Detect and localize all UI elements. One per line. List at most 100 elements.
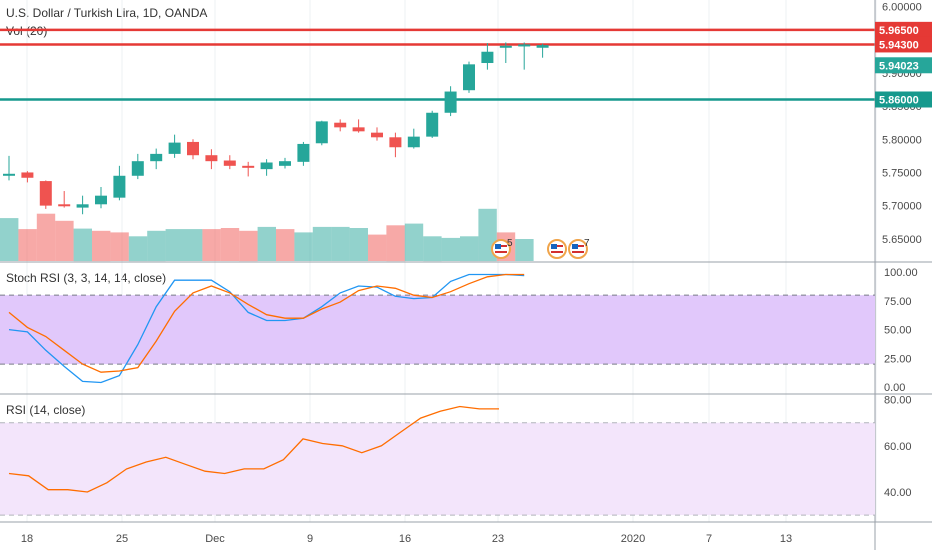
candle-body — [223, 160, 236, 166]
candle-body — [481, 51, 494, 64]
candle-body — [260, 162, 273, 170]
us-flag-icon — [568, 239, 588, 259]
candle-body — [352, 127, 365, 132]
stoch-tick-label: 25.00 — [884, 353, 912, 365]
rsi-tick-label: 40.00 — [884, 487, 912, 499]
candle-body — [444, 91, 457, 113]
candle-body — [150, 153, 163, 162]
volume-bar — [294, 232, 313, 261]
candle-body — [58, 204, 71, 207]
candle-body — [113, 175, 126, 198]
date-tick-label: 13 — [780, 533, 792, 545]
candle-body — [389, 137, 402, 148]
candle-body — [76, 204, 89, 208]
date-tick-label: 9 — [307, 533, 313, 545]
price-tick-label: 5.75000 — [882, 167, 922, 179]
candle-body — [315, 121, 328, 144]
price-tick-label: 6.00000 — [882, 2, 922, 14]
volume-bar — [386, 225, 405, 262]
last-price-tag — [875, 57, 932, 74]
candle-body — [168, 142, 181, 154]
price-level-tag-text: 5.96500 — [879, 25, 919, 37]
candle-body — [21, 172, 34, 178]
volume-bar — [368, 234, 387, 261]
price-level-tag — [875, 21, 932, 38]
candle-body — [536, 45, 549, 48]
stoch-d-line — [8, 273, 525, 373]
last-price-tag-text: 5.94023 — [879, 60, 919, 72]
volume-bar — [128, 236, 148, 262]
volume-bar — [441, 237, 460, 261]
price-tick-label: 5.65000 — [882, 234, 922, 246]
volume-bar — [331, 226, 350, 261]
rsi-tick-label: 80.00 — [884, 395, 912, 407]
candle-body — [426, 112, 439, 137]
candle-body — [297, 143, 310, 162]
volume-bar — [110, 232, 129, 261]
volume-bar — [184, 229, 203, 261]
volume-bar — [147, 230, 166, 262]
event-count: 5 — [507, 238, 513, 249]
overbought-oversold-band — [0, 295, 875, 365]
us-flag-icon — [491, 239, 511, 259]
date-tick-label: Dec — [205, 533, 225, 545]
price-level-tag-text: 5.94300 — [879, 39, 919, 51]
date-tick-label: 23 — [492, 533, 504, 545]
price-level-tag — [875, 36, 932, 53]
volume-bar — [55, 220, 74, 261]
candle-body — [3, 173, 15, 176]
volume-bar — [165, 229, 184, 261]
stoch-tick-label: 75.00 — [884, 296, 912, 308]
volume-bar — [423, 236, 442, 262]
date-tick-label: 2020 — [621, 533, 645, 545]
stoch-tick-label: 0.00 — [884, 382, 905, 394]
rsi-tick-label: 60.00 — [884, 441, 912, 453]
date-tick-label: 18 — [21, 533, 33, 545]
date-tick-label: 25 — [116, 533, 128, 545]
candle-body — [407, 136, 420, 148]
event-count: 7 — [584, 238, 590, 249]
us-flag-icon — [547, 239, 567, 259]
volume-bar — [202, 229, 221, 261]
price-tick-label: 5.70000 — [882, 201, 922, 213]
volume-bar — [239, 230, 258, 262]
volume-bar — [257, 226, 276, 261]
volume-bar — [18, 229, 37, 261]
volume-bar — [36, 213, 56, 261]
candle-body — [205, 155, 218, 162]
stoch-tick-label: 50.00 — [884, 325, 912, 337]
candle-body — [499, 45, 512, 48]
volume-bar — [73, 228, 92, 262]
volume-bar — [92, 230, 111, 262]
date-tick-label: 16 — [399, 533, 411, 545]
candle-body — [371, 132, 383, 138]
volume-bar — [276, 229, 295, 261]
candle-body — [518, 44, 531, 47]
volume-bar — [404, 223, 424, 261]
stoch-k-line — [8, 273, 525, 384]
volume-bar — [460, 236, 479, 262]
rsi-line — [8, 405, 499, 493]
price-level-tag-text: 5.86000 — [879, 94, 919, 106]
chart-title: U.S. Dollar / Turkish Lira, 1D, OANDA — [6, 6, 208, 20]
candle-body — [131, 161, 144, 176]
stoch-tick-label: 100.00 — [884, 267, 918, 279]
volume-bar — [0, 218, 19, 261]
volume-bar — [349, 228, 368, 261]
rsi-legend: RSI (14, close) — [6, 403, 86, 417]
candle-body — [242, 165, 255, 168]
date-tick-label: 7 — [706, 533, 712, 545]
candle-body — [463, 64, 475, 91]
volume-bar — [220, 228, 240, 261]
volume-bar — [312, 226, 332, 261]
candle-body — [334, 122, 347, 128]
stoch-rsi-legend: Stoch RSI (3, 3, 14, 14, close) — [6, 271, 167, 285]
candle-body — [39, 181, 52, 206]
price-level-tag — [875, 91, 932, 108]
price-tick-label: 5.80000 — [882, 134, 922, 146]
candle-body — [279, 161, 291, 166]
candle-body — [187, 141, 199, 156]
candle-body — [95, 195, 107, 205]
volume-bar — [515, 239, 534, 261]
